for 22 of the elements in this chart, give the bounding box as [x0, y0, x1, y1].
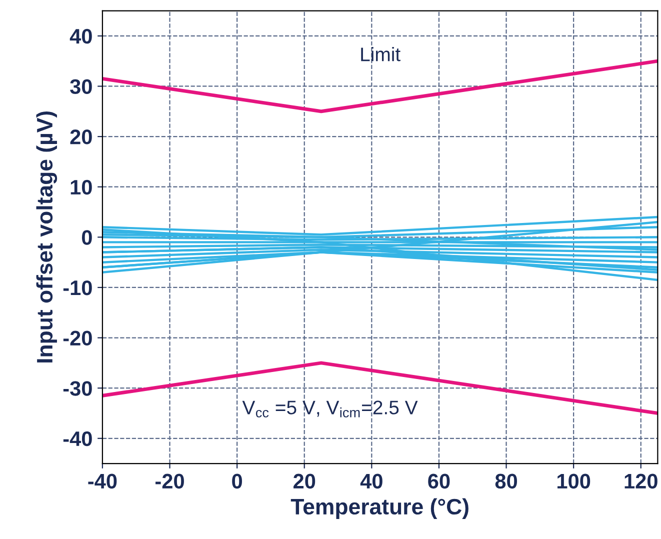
x-tick-label: 60: [428, 474, 450, 489]
x-tick-label: 20: [294, 474, 316, 489]
y-tick-label: 20: [70, 130, 92, 144]
x-tick-label: 80: [495, 474, 517, 489]
y-tick-label: 30: [70, 79, 92, 94]
annotation: Limit: [361, 46, 400, 62]
annotation: V$_{cc}$ =5 V, V$_{icm}$=2.5 V: [242, 400, 418, 418]
x-tick-label: 100: [558, 474, 590, 489]
y-tick-label: 40: [70, 28, 92, 44]
y-tick-label: 10: [70, 180, 92, 195]
x-tick-label: -40: [88, 474, 117, 489]
y-tick-label: -30: [63, 381, 92, 396]
x-tick-label: 120: [624, 474, 658, 489]
y-axis-title: Input offset voltage (µV): [36, 111, 58, 362]
y-tick-label: -40: [63, 431, 92, 446]
x-tick-label: -20: [156, 474, 184, 489]
y-tick-label: -20: [63, 330, 92, 346]
x-tick-label: 0: [232, 474, 242, 489]
x-axis-title: Temperature (°C): [290, 498, 468, 519]
y-tick-label: 0: [82, 230, 92, 245]
y-tick-label: -10: [63, 280, 92, 296]
x-tick-label: 40: [360, 474, 382, 489]
